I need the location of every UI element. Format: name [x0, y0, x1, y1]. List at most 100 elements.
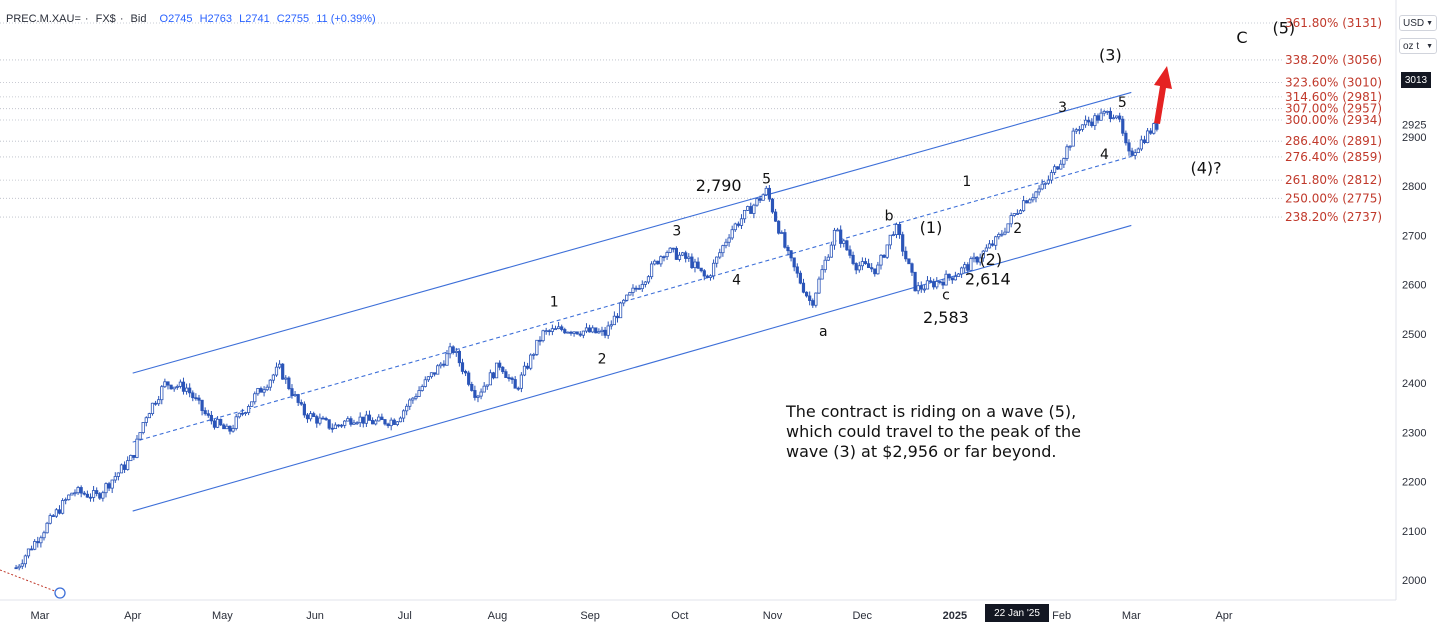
- candle-body: [953, 276, 957, 281]
- candle-body: [553, 328, 558, 331]
- candle-body: [1065, 146, 1069, 159]
- candle-body: [290, 388, 294, 397]
- candle-body: [256, 388, 260, 395]
- currency-selector[interactable]: USD ▼: [1399, 15, 1437, 31]
- candle-body: [928, 280, 933, 283]
- origin-marker: [0, 569, 66, 599]
- candle-body: [293, 394, 297, 397]
- candle-body: [777, 220, 781, 234]
- candle-body: [494, 362, 499, 379]
- candle-body: [277, 363, 282, 368]
- price-axis[interactable]: 2000 2100 2200 2300 2400 2500 2600 2700 2800 2900…: [1402, 119, 1426, 587]
- candle-body: [541, 330, 545, 342]
- candle-body: [33, 541, 37, 550]
- candle-body: [733, 223, 737, 231]
- candle-body: [420, 386, 424, 391]
- candle-body: [1114, 115, 1119, 119]
- currency-label: USD: [1403, 17, 1425, 29]
- candle-body: [773, 211, 778, 222]
- candle-body: [910, 263, 914, 273]
- candle-body: [780, 232, 784, 234]
- candle-body: [544, 330, 548, 333]
- time-axis[interactable]: Mar Apr May Jun Jul Aug Sep Oct Nov Dec 2025 Feb Mar…: [31, 610, 1233, 622]
- candle-body: [538, 339, 542, 342]
- candle-body: [454, 350, 458, 353]
- y-tick-label: 2500: [1402, 329, 1426, 341]
- candle-body: [622, 299, 626, 304]
- candle-body: [268, 379, 272, 388]
- candle-body: [808, 295, 812, 301]
- candle-body: [609, 324, 613, 327]
- candle-body: [129, 454, 133, 462]
- candle-body: [39, 537, 43, 544]
- wave-label: (1): [920, 218, 943, 237]
- candle-body: [274, 366, 279, 376]
- candle-body: [1025, 200, 1029, 204]
- candle-body: [1087, 119, 1091, 123]
- wave-label: (3): [1099, 45, 1122, 64]
- candle-body: [978, 257, 982, 263]
- wave-label: 4: [1100, 147, 1109, 163]
- fib-label: 300.00% (2934): [1285, 113, 1382, 127]
- ohlc-close: C2755: [276, 13, 310, 25]
- fib-label: 286.40% (2891): [1285, 134, 1382, 148]
- candle-body: [885, 244, 889, 258]
- candle-body: [330, 427, 334, 430]
- candle-body: [1090, 121, 1094, 127]
- wave-label: a: [819, 324, 828, 340]
- candle-body: [1003, 231, 1007, 235]
- candle-body: [711, 262, 716, 277]
- candle-body: [959, 267, 964, 275]
- candle-body: [361, 416, 365, 424]
- candle-body: [1012, 213, 1016, 216]
- candle-body: [516, 387, 520, 390]
- x-tick-label: Apr: [124, 610, 141, 622]
- candle-body: [925, 280, 930, 290]
- candle-body: [572, 331, 576, 334]
- candle-body: [308, 413, 313, 420]
- wave-label: 5: [1118, 95, 1127, 111]
- candle-body: [817, 278, 821, 294]
- candle-body: [860, 261, 864, 267]
- candle-body: [677, 254, 682, 260]
- candle-body: [851, 254, 855, 264]
- candle-body: [299, 402, 303, 405]
- note-line: The contract is riding on a wave (5),: [786, 402, 1077, 421]
- candle-body: [479, 391, 483, 397]
- candle-body: [1000, 233, 1004, 236]
- candle-body: [262, 389, 266, 393]
- candle-body: [715, 256, 719, 264]
- candle-body: [643, 281, 647, 285]
- candle-body: [485, 384, 489, 387]
- candle-body: [901, 234, 905, 252]
- candle-body: [560, 326, 564, 330]
- candle-body: [755, 198, 759, 206]
- wave-label: 3: [672, 223, 681, 239]
- candle-body: [110, 479, 114, 489]
- candle-body: [950, 277, 954, 281]
- symbol-header[interactable]: PREC.M.XAU= · FX$ · Bid O2745 H2763 L2741 …: [6, 13, 376, 25]
- candle-body: [85, 493, 89, 498]
- candle-body: [1102, 111, 1106, 114]
- candle-body: [525, 365, 530, 369]
- candle-body: [417, 390, 421, 397]
- candle-body: [178, 381, 182, 387]
- candle-body: [1130, 150, 1134, 156]
- candle-body: [488, 372, 492, 386]
- note-line: which could travel to the peak of the: [786, 422, 1082, 441]
- candle-body: [408, 399, 412, 407]
- fib-label: 276.40% (2859): [1285, 150, 1382, 164]
- candle-body: [215, 418, 220, 428]
- ohlc-change: 11 (+0.39%): [316, 13, 376, 25]
- candle-body: [696, 261, 700, 269]
- candle-body: [786, 246, 790, 252]
- candle-body: [801, 282, 806, 293]
- candle-body: [383, 419, 387, 425]
- candle-body: [932, 281, 936, 288]
- unit-selector[interactable]: oz t ▼: [1399, 38, 1437, 54]
- fib-label: 307.00% (2957): [1285, 102, 1382, 116]
- candle-body: [705, 275, 709, 278]
- candle-body: [854, 263, 858, 271]
- fib-label: 314.60% (2981): [1285, 90, 1382, 104]
- candle-body: [863, 261, 868, 265]
